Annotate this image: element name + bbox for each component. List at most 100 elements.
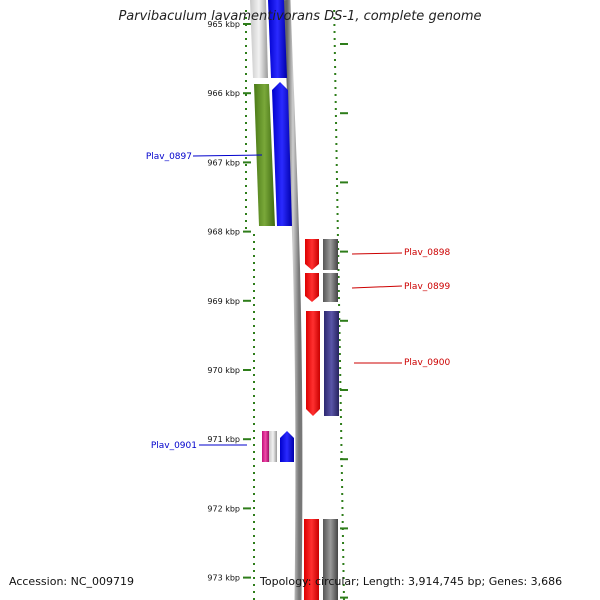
minor-tick-right [333, 59, 336, 61]
minor-tick-right [335, 171, 338, 173]
gene-arrow-plav-0897[interactable] [272, 82, 292, 226]
minor-tick-left [253, 374, 255, 376]
minor-tick-left [253, 451, 255, 453]
minor-tick-left [253, 241, 255, 243]
minor-tick-left [245, 122, 247, 124]
minor-tick-right [338, 318, 341, 320]
ruler-tick-label: 971 kbp [207, 435, 240, 444]
minor-tick-left [245, 199, 247, 201]
minor-tick-right [341, 535, 344, 537]
minor-tick-right [338, 325, 341, 327]
minor-tick-left [245, 150, 247, 152]
minor-tick-right [341, 486, 344, 488]
gene-block-plav-0899-gray[interactable] [323, 273, 338, 302]
minor-tick-right [339, 360, 341, 362]
minor-tick-left [245, 164, 247, 166]
gene-label-plav-0898[interactable]: Plav_0898 [404, 248, 450, 258]
minor-tick-right [335, 178, 338, 180]
minor-tick-left [253, 542, 255, 544]
gene-block-bottom-red[interactable] [304, 519, 319, 600]
gene-block-plav-0897-green[interactable] [254, 84, 275, 226]
minor-tick-right [339, 374, 342, 376]
minor-tick-right [337, 248, 340, 250]
minor-tick-left [245, 66, 247, 68]
callout-line-plav-0899 [351, 285, 403, 289]
minor-tick-left [253, 262, 255, 264]
gene-arrow-plav-0898[interactable] [305, 239, 319, 270]
ruler-tick-label: 972 kbp [207, 504, 240, 513]
gene-block-plav-0901-gray[interactable] [269, 431, 277, 462]
minor-tick-right [341, 493, 344, 495]
minor-tick-left [253, 577, 255, 579]
minor-tick-left [253, 332, 255, 334]
minor-tick-right [340, 430, 343, 432]
minor-tick-right [342, 598, 345, 600]
minor-tick-right [336, 199, 339, 201]
minor-tick-left [253, 479, 255, 481]
minor-tick-right [340, 472, 343, 474]
minor-tick-right [342, 563, 345, 565]
minor-tick-right [342, 577, 345, 579]
minor-tick-right [339, 367, 342, 369]
minor-tick-left [253, 444, 255, 446]
minor-tick-right [339, 402, 342, 404]
minor-tick-right [341, 500, 344, 502]
minor-tick-right [341, 521, 344, 523]
minor-tick-left [253, 458, 255, 460]
minor-tick-right [342, 591, 345, 593]
minor-tick-right [334, 73, 337, 75]
topology-text: Topology: circular; Length: 3,914,745 bp… [260, 575, 563, 588]
gene-block-bottom-gray[interactable] [323, 519, 338, 600]
minor-tick-left [253, 339, 255, 341]
minor-tick-left [245, 213, 247, 215]
minor-tick-right [340, 479, 343, 481]
minor-tick-right [340, 451, 343, 453]
minor-tick-left [245, 108, 247, 110]
minor-tick-left [253, 409, 255, 411]
minor-tick-left [253, 465, 255, 467]
minor-tick-right [335, 164, 338, 166]
ruler-tick-label: 969 kbp [207, 297, 240, 306]
minor-tick-left [253, 598, 255, 600]
minor-tick-left [253, 325, 255, 327]
minor-tick-left [245, 17, 247, 19]
gene-label-plav-0900[interactable]: Plav_0900 [404, 358, 450, 368]
gene-arrow-plav-0899[interactable] [305, 273, 319, 302]
gene-label-plav-0897[interactable]: Plav_0897 [146, 152, 192, 162]
minor-tick-right [339, 381, 342, 383]
minor-tick-right [339, 416, 342, 418]
gene-block-plav-0898-gray[interactable] [323, 239, 338, 270]
minor-tick-right [333, 38, 336, 40]
minor-tick-right [337, 255, 340, 257]
ruler-tick-label: 965 kbp [207, 20, 240, 29]
ruler-tick-label: 967 kbp [207, 158, 240, 167]
callout-line-plav-0897 [192, 154, 263, 157]
minor-tick-right [334, 94, 337, 96]
minor-tick-left [245, 45, 247, 47]
gene-label-plav-0899[interactable]: Plav_0899 [404, 282, 450, 292]
gene-block-gray[interactable] [250, 0, 268, 78]
gene-label-plav-0901[interactable]: Plav_0901 [151, 441, 197, 451]
minor-tick-left [245, 192, 247, 194]
minor-tick-right [338, 311, 341, 313]
gene-block-blue[interactable] [268, 0, 287, 78]
minor-tick-left [253, 528, 255, 530]
minor-tick-right [335, 122, 338, 124]
minor-tick-left [245, 101, 247, 103]
gene-block-plav-0901-magenta[interactable] [262, 431, 269, 462]
gene-block-plav-0900-purple[interactable] [324, 311, 339, 416]
gene-arrow-plav-0901[interactable] [280, 431, 294, 462]
minor-tick-right [333, 17, 336, 19]
minor-tick-left [245, 10, 247, 12]
minor-tick-left [253, 297, 255, 299]
gene-arrow-plav-0900[interactable] [306, 311, 320, 416]
minor-tick-right [337, 290, 340, 292]
minor-tick-left [253, 549, 255, 551]
minor-tick-left [253, 283, 255, 285]
minor-tick-right [334, 80, 337, 82]
map-title: Parvibaculum lavamentivorans DS-1, compl… [118, 9, 482, 24]
minor-tick-left [253, 563, 255, 565]
minor-tick-left [253, 318, 255, 320]
minor-tick-left [253, 346, 255, 348]
